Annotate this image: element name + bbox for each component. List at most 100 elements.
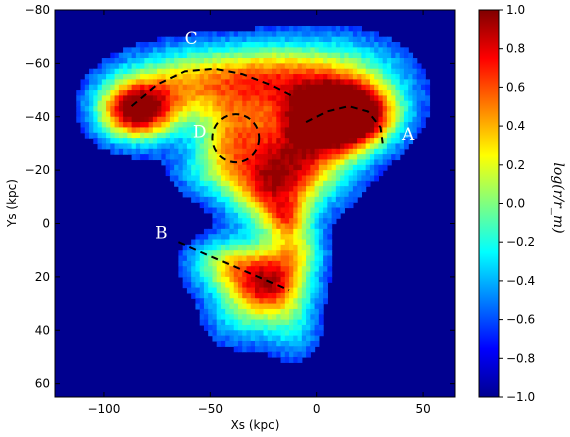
heatmap-cell [391,127,397,134]
heatmap-cell [225,212,231,219]
heatmap-cell [203,292,209,299]
heatmap-cell [242,84,248,91]
heatmap-cell [157,52,162,59]
heatmap-cell [408,63,414,70]
heatmap-cell [212,132,218,139]
heatmap-cell [272,148,277,155]
heatmap-cell [331,116,337,123]
heatmap-cell [127,116,133,123]
heatmap-cell [284,74,290,80]
heatmap-cell [301,351,307,358]
heatmap-cell [246,271,252,278]
heatmap-cell [284,68,290,75]
heatmap-cell [220,340,226,347]
heatmap-cell [93,127,99,134]
heatmap-cell [97,106,103,113]
heatmap-cell [306,100,311,107]
heatmap-cell [242,282,248,289]
heatmap-cell [212,52,218,59]
heatmap-cell [212,106,218,113]
heatmap-cell [237,154,243,161]
heatmap-cell [361,106,367,113]
heatmap-cell [157,36,162,43]
heatmap-cell [301,212,307,219]
heatmap-cell [327,100,333,107]
heatmap-cell [267,31,273,38]
heatmap-cell [233,180,239,187]
heatmap-cell [306,84,311,91]
heatmap-cell [114,132,120,139]
heatmap-cell [365,148,371,155]
heatmap-cell [310,319,316,326]
heatmap-cell [374,154,380,161]
heatmap-cell [212,127,218,134]
heatmap-cell [237,196,243,203]
heatmap-cell [348,202,354,209]
heatmap-cell [280,250,286,257]
heatmap-cell [148,148,154,155]
heatmap-cell [335,202,341,209]
heatmap-cell [314,260,320,267]
heatmap-cell [344,170,350,177]
heatmap-cell [284,324,290,331]
heatmap-cell [391,95,397,102]
heatmap-cell [314,42,320,48]
heatmap-cell [182,100,188,107]
heatmap-cell [169,68,175,75]
heatmap-cell [250,132,256,139]
heatmap-cell [293,90,299,97]
heatmap-cell [208,260,214,267]
heatmap-cell [174,122,180,129]
heatmap-cell [276,207,282,214]
heatmap-cell [225,36,231,43]
heatmap-cell [93,106,99,113]
heatmap-cell [310,223,316,230]
heatmap-cell [310,202,316,209]
heatmap-cell [344,42,350,48]
heatmap-cell [280,346,286,353]
heatmap-cell [203,127,209,134]
heatmap-cell [267,186,273,193]
heatmap-cell [306,207,311,214]
heatmap-cell [118,116,124,123]
heatmap-cell [348,100,354,107]
heatmap-cell [289,351,294,358]
heatmap-cell [259,346,265,353]
heatmap-cell [259,138,265,145]
heatmap-cell [246,111,252,118]
heatmap-cell [186,170,192,177]
heatmap-cell [301,111,307,118]
heatmap-cell [331,170,337,177]
heatmap-cell [335,138,341,145]
heatmap-cell [178,159,184,166]
heatmap-cell [297,298,303,305]
heatmap-cell [420,122,426,129]
heatmap-cell [344,180,350,187]
heatmap-cell [323,175,328,182]
heatmap-cell [225,218,231,225]
heatmap-cell [182,52,188,59]
heatmap-cell [276,180,282,187]
heatmap-cell [395,116,401,123]
heatmap-cell [297,346,303,353]
heatmap-cell [267,260,273,267]
heatmap-cell [195,298,201,305]
heatmap-cell [220,202,226,209]
heatmap-cell [365,175,371,182]
colorbar-tick-label: 0.6 [506,80,525,94]
heatmap-cell [191,111,197,118]
heatmap-cell [284,335,290,342]
heatmap-cell [237,282,243,289]
heatmap-cell [382,36,388,43]
heatmap-cell [195,276,201,283]
heatmap-cell [284,244,290,251]
heatmap-cell [144,127,150,134]
heatmap-cell [318,298,324,305]
heatmap-cell [412,63,418,70]
heatmap-cell [301,52,307,59]
heatmap-cell [186,84,192,91]
heatmap-cell [114,100,120,107]
heatmap-cell [225,223,231,230]
heatmap-cell [352,127,358,134]
heatmap-cell [182,148,188,155]
